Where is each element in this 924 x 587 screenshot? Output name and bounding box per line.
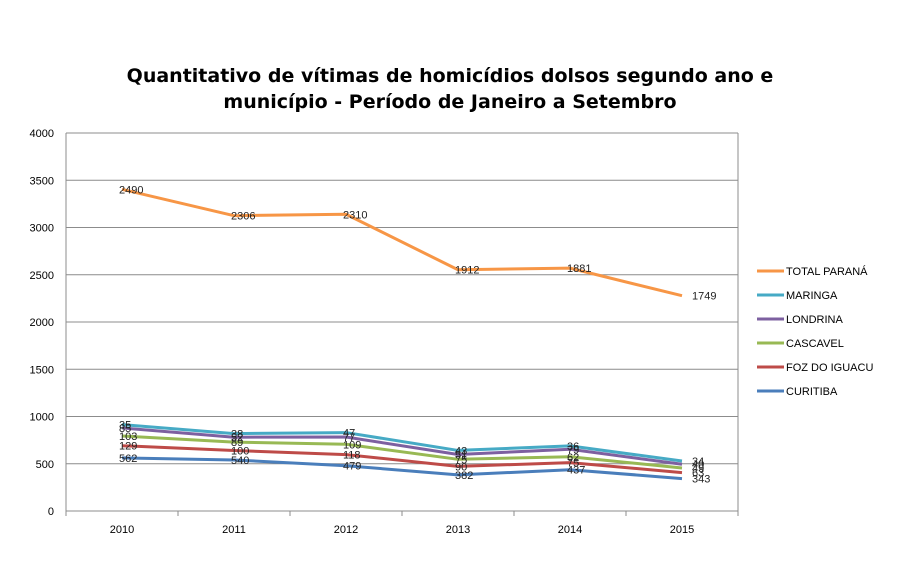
chart-title-line-2: município - Período de Janeiro a Setembr…	[223, 91, 676, 113]
y-tick-label: 1500	[30, 364, 54, 376]
data-label-total-paran-: 1749	[692, 291, 716, 303]
data-label-curitiba: 437	[567, 465, 585, 477]
data-label-foz-do-iguacu: 90	[455, 461, 467, 473]
series-line-londrina	[121, 426, 683, 466]
chart-title: Quantitativo de vítimas de homicídios do…	[127, 65, 774, 113]
legend-label-cascavel: CASCAVEL	[786, 338, 844, 350]
legend-label-curitiba: CURITIBA	[786, 386, 838, 398]
data-label-cascavel: 103	[119, 431, 137, 443]
series-line-cascavel	[121, 434, 683, 470]
data-label-londrina: 77	[343, 432, 355, 444]
data-label-foz-do-iguacu: 129	[119, 441, 137, 453]
data-label-total-paran-: 2490	[119, 184, 143, 196]
legend: TOTAL PARANÁ MARINGA LONDRINA CASCAVEL FOZ D…	[757, 265, 873, 398]
data-label-maringa: 35	[119, 420, 131, 432]
chart-title-line-1: Quantitativo de vítimas de homicídios do…	[127, 65, 774, 87]
data-label-curitiba: 479	[343, 461, 361, 473]
data-label-curitiba: 562	[119, 453, 137, 465]
series-line-curitiba	[121, 456, 683, 481]
series-lines	[121, 187, 683, 481]
x-tick-label: 2011	[222, 524, 246, 536]
y-tick-label: 2500	[30, 270, 54, 282]
x-tick-label: 2014	[558, 524, 582, 536]
data-label-total-paran-: 1912	[455, 265, 479, 277]
series-line-total-paran-	[121, 187, 683, 298]
legend-label-foz-do-iguacu: FOZ DO IGUACU	[786, 362, 873, 374]
data-label-cascavel: 109	[343, 439, 361, 451]
data-label-maringa: 36	[567, 441, 579, 453]
data-label-londrina: 51	[455, 449, 467, 461]
y-tick-label: 1000	[30, 412, 54, 424]
legend-label-maringa: MARINGA	[786, 290, 838, 302]
data-label-curitiba: 540	[231, 455, 249, 467]
y-tick-label: 0	[48, 506, 54, 518]
series-line-maringa	[121, 423, 683, 463]
axes: 0 500 1000 1500 2000 2500 3000 3500 4000 2010 2011…	[30, 128, 739, 536]
x-tick-label: 2010	[110, 524, 134, 536]
data-label-cascavel: 62	[567, 452, 579, 464]
data-label-maringa: 38	[231, 429, 243, 441]
data-label-cascavel: 49	[692, 463, 704, 475]
y-tick-label: 3500	[30, 175, 54, 187]
y-tick-label: 2000	[30, 317, 54, 329]
y-tick-label: 3000	[30, 223, 54, 235]
x-tick-label: 2013	[446, 524, 470, 536]
legend-label-londrina: LONDRINA	[786, 314, 844, 326]
data-label-foz-do-iguacu: 63	[692, 468, 704, 480]
data-label-curitiba: 382	[455, 470, 473, 482]
data-label-cascavel: 75	[455, 454, 467, 466]
series-line-foz-do-iguacu	[121, 444, 683, 475]
data-label-londrina: 85	[119, 423, 131, 435]
data-label-maringa: 34	[692, 456, 704, 468]
data-label-foz-do-iguacu: 75	[567, 458, 579, 470]
x-tick-label: 2015	[670, 524, 694, 536]
data-label-londrina: 79	[567, 444, 579, 456]
y-tick-label: 4000	[30, 128, 54, 140]
data-label-maringa: 43	[455, 445, 467, 457]
data-label-foz-do-iguacu: 118	[343, 450, 361, 462]
gridlines	[66, 132, 738, 465]
data-label-foz-do-iguacu: 100	[231, 446, 249, 458]
data-label-total-paran-: 2310	[343, 209, 367, 221]
data-label-maringa: 47	[343, 428, 355, 440]
data-label-total-paran-: 1881	[567, 263, 591, 275]
y-tick-label: 500	[36, 459, 54, 471]
x-tick-label: 2012	[334, 524, 358, 536]
data-label-londrina: 40	[692, 459, 704, 471]
data-label-cascavel: 89	[231, 437, 243, 449]
data-label-londrina: 52	[231, 432, 243, 444]
data-label-curitiba: 343	[692, 474, 710, 486]
data-label-total-paran-: 2306	[231, 211, 255, 223]
legend-label-total-paran-: TOTAL PARANÁ	[786, 265, 868, 278]
